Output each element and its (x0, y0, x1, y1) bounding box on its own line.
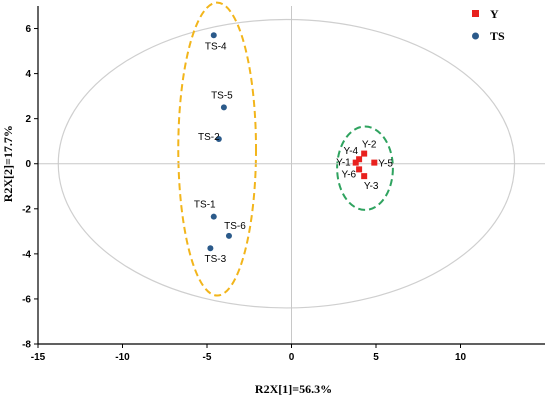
y-tick-label: 0 (25, 159, 31, 170)
point-label-Y-5: Y-5 (378, 159, 393, 170)
legend: Y TS (472, 7, 505, 43)
point-Y-3 (361, 173, 368, 180)
point-label-Y-3: Y-3 (364, 181, 379, 192)
x-tick-label: 0 (289, 352, 295, 363)
legend-marker-TS (472, 32, 479, 40)
point-label-TS-6: TS-6 (224, 221, 246, 232)
x-tick-label: -5 (203, 352, 212, 363)
point-Y-4 (356, 156, 363, 163)
point-TS-3 (207, 245, 214, 252)
point-label-TS-3: TS-3 (205, 254, 227, 265)
axes: -15 -10 -5 0 5 10 -8 -6 -4 -2 0 2 4 6 (22, 6, 545, 363)
point-label-Y-2: Y-2 (362, 140, 377, 151)
y-tick-label: -4 (22, 249, 31, 260)
point-Y-6 (356, 166, 363, 173)
point-label-Y-1: Y-1 (336, 158, 351, 169)
y-tick-label: -8 (22, 340, 31, 351)
point-TS-5 (220, 104, 227, 111)
y-tick-label: -6 (22, 294, 31, 305)
ellipse-group-Y (336, 125, 394, 211)
x-tick-label: -15 (31, 352, 46, 363)
point-Y-2 (361, 150, 368, 157)
legend-label-Y: Y (490, 7, 499, 21)
point-label-Y-4: Y-4 (343, 146, 358, 157)
x-tick-label: 10 (455, 352, 467, 363)
point-Y-5 (371, 159, 378, 166)
point-label-Y-6: Y-6 (341, 169, 356, 180)
y-tick-label: -2 (22, 204, 31, 215)
legend-marker-Y (472, 10, 479, 17)
point-label-TS-1: TS-1 (194, 200, 216, 211)
point-TS-4 (210, 32, 217, 39)
point-Y-1 (352, 159, 359, 166)
point-TS-2 (215, 135, 222, 142)
point-TS-6 (225, 232, 232, 239)
ellipse-layer (57, 1, 516, 309)
point-label-TS-5: TS-5 (211, 90, 233, 101)
points-layer: Y-1 Y-2 Y-3 Y-4 Y-5 Y-6 TS-1 TS-2 TS-3 TS-4 TS-5 TS… (194, 32, 393, 265)
point-label-TS-2: TS-2 (198, 132, 220, 143)
y-tick-label: 2 (25, 114, 31, 125)
x-axis-label: R2X[1]=56.3% (255, 382, 332, 396)
point-TS-1 (210, 213, 217, 220)
zero-lines (38, 6, 545, 344)
x-tick-label: 5 (373, 352, 379, 363)
y-tick-label: 6 (25, 24, 31, 35)
y-tick-label: 4 (25, 69, 31, 80)
ellipse-group-TS (177, 1, 258, 297)
legend-label-TS: TS (490, 29, 505, 43)
point-label-TS-4: TS-4 (205, 41, 227, 52)
x-tick-label: -10 (115, 352, 130, 363)
y-axis-label: R2X[2]=17.7% (1, 125, 15, 202)
